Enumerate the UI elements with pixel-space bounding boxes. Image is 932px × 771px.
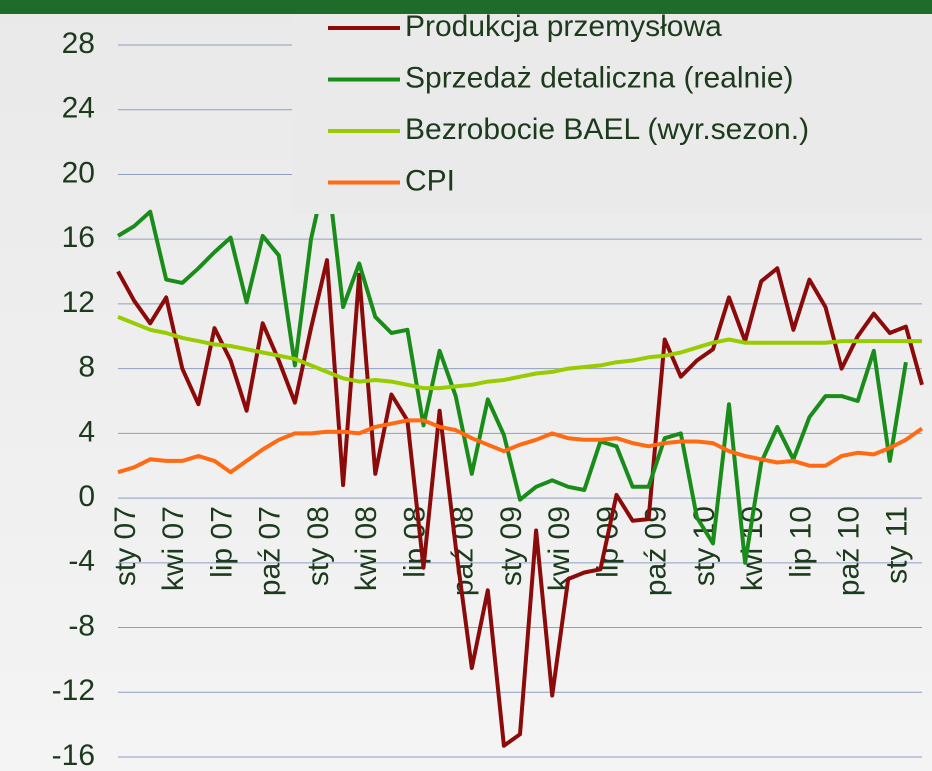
y-tick-label: 20 — [62, 156, 95, 189]
x-tick-label: sty 08 — [302, 506, 335, 586]
x-tick-label: sty 09 — [495, 506, 528, 586]
legend-label: Produkcja przemysłowa — [405, 10, 722, 43]
legend-label: CPI — [405, 164, 455, 197]
x-tick-label: lip 10 — [784, 506, 817, 578]
series-line — [116, 166, 908, 565]
y-tick-label: -12 — [52, 674, 95, 707]
x-tick-label: lip 07 — [205, 506, 238, 578]
series-line — [117, 315, 922, 391]
y-tick-label: -4 — [68, 545, 95, 578]
y-tick-label: 0 — [78, 480, 95, 513]
legend-label: Sprzedaż detaliczna (realnie) — [405, 61, 794, 94]
y-tick-label: 16 — [62, 221, 95, 254]
x-tick-label: sty 07 — [109, 506, 142, 586]
series-line — [116, 258, 924, 748]
series-line — [117, 418, 924, 475]
x-tick-label: kwi 07 — [157, 506, 190, 591]
legend-label: Bezrobocie BAEL (wyr.sezon.) — [405, 113, 809, 146]
x-tick-label: kwi 08 — [350, 506, 383, 591]
y-tick-label: 24 — [62, 92, 95, 125]
y-tick-label: -8 — [68, 609, 95, 642]
x-tick-label: paź 07 — [254, 506, 287, 596]
y-tick-label: 8 — [78, 351, 95, 384]
x-tick-label: paź 10 — [833, 506, 866, 596]
top-band — [0, 0, 932, 14]
y-tick-label: 28 — [62, 27, 95, 60]
y-tick-label: 4 — [78, 415, 95, 448]
y-tick-label: -16 — [52, 739, 95, 771]
x-tick-label: sty 11 — [881, 506, 914, 584]
y-tick-label: 12 — [62, 286, 95, 319]
